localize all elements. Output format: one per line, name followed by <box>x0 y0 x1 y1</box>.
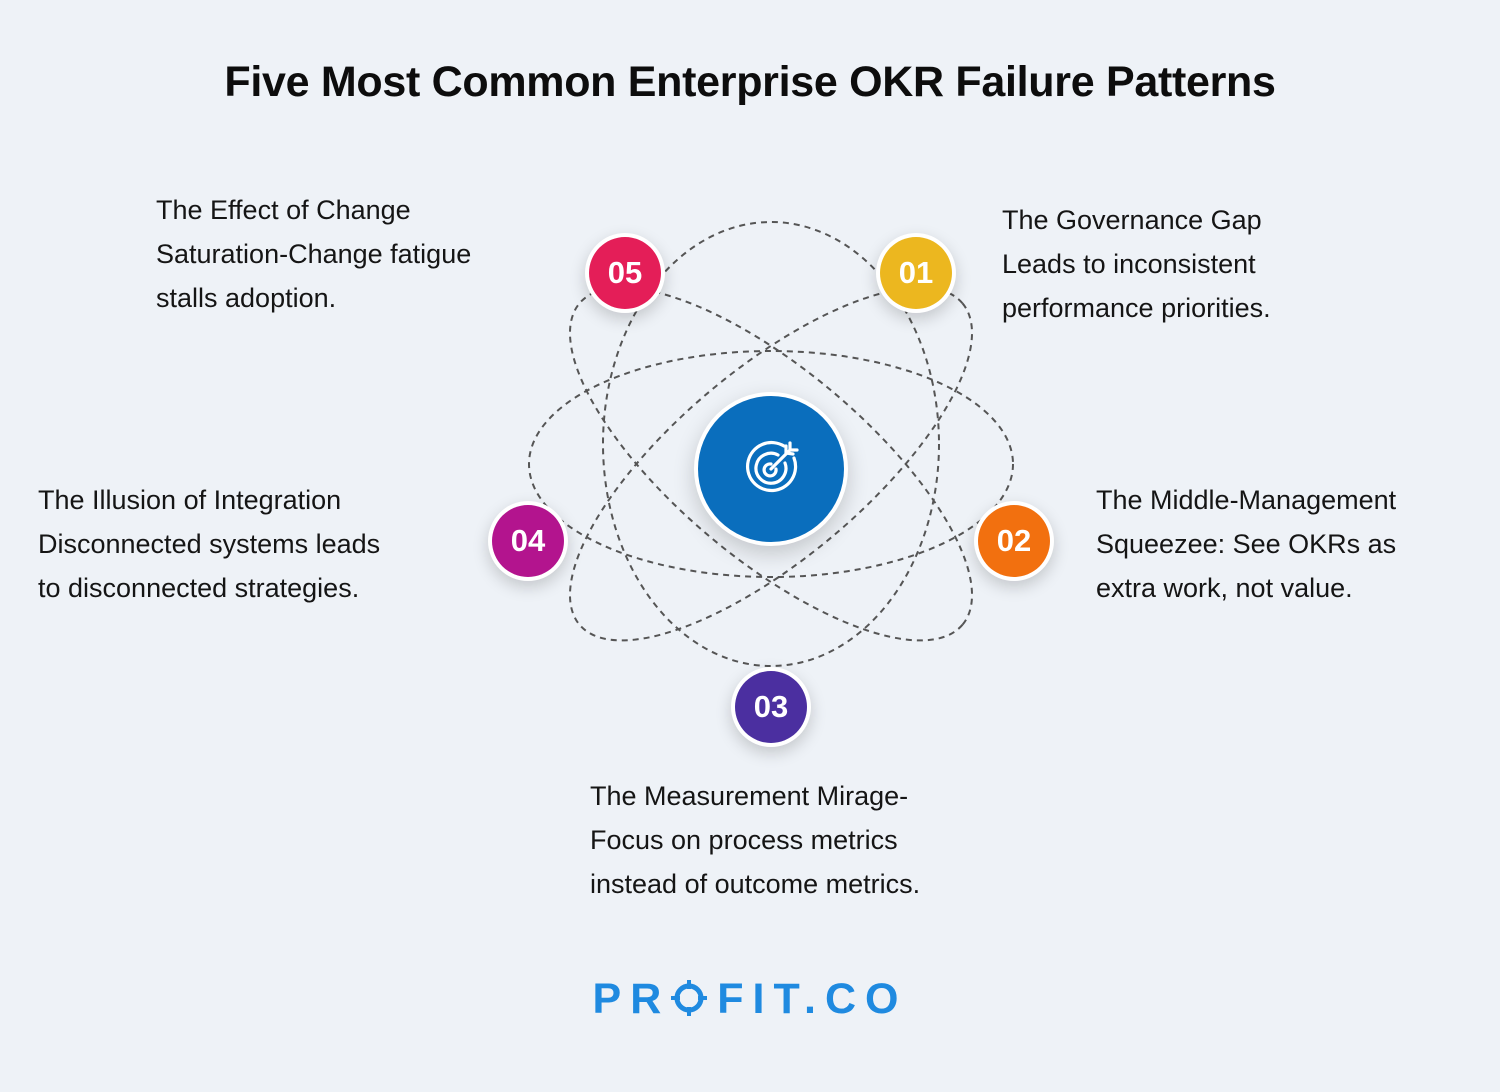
logo-text-start: PR <box>592 975 671 1023</box>
page-title: Five Most Common Enterprise OKR Failure … <box>224 58 1276 106</box>
badge-01: 01 <box>876 233 956 313</box>
badge-03-number: 03 <box>735 671 807 743</box>
badge-02: 02 <box>974 501 1054 581</box>
orbit-diagonal-a <box>568 286 974 642</box>
item-01-description: The Governance Gap Leads to inconsistent… <box>1002 205 1271 323</box>
badge-01-number: 01 <box>880 237 952 309</box>
badge-04-number: 04 <box>492 505 564 577</box>
item-04-description: The Illusion of Integration Disconnected… <box>38 485 381 603</box>
orbit-horizontal <box>528 350 1014 578</box>
badge-05-number: 05 <box>589 237 661 309</box>
item-03-description: The Measurement Mirage- Focus on process… <box>590 781 921 899</box>
target-dart-icon <box>745 440 799 493</box>
item-02-description: The Middle-Management Squeezee: See OKRs… <box>1096 485 1397 603</box>
orbit-vertical <box>602 221 940 667</box>
badge-03: 03 <box>731 667 811 747</box>
orbit-diagonal-b <box>568 286 974 642</box>
badge-02-number: 02 <box>978 505 1050 577</box>
profit-co-logo: PR FIT.CO <box>0 975 1500 1024</box>
logo-text-end: FIT.CO <box>717 975 908 1023</box>
center-node <box>694 392 848 546</box>
crosshair-o-icon <box>671 980 708 1016</box>
badge-04: 04 <box>488 501 568 581</box>
badge-05: 05 <box>585 233 665 313</box>
item-05-description: The Effect of Change Saturation-Change f… <box>156 195 472 313</box>
